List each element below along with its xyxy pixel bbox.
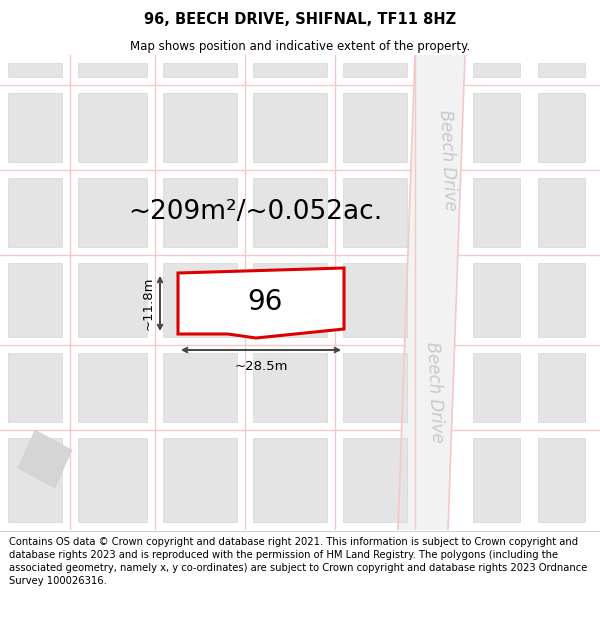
Polygon shape <box>473 438 520 522</box>
Polygon shape <box>538 63 585 77</box>
Polygon shape <box>343 178 407 247</box>
Text: ~28.5m: ~28.5m <box>234 360 288 373</box>
Polygon shape <box>343 353 407 422</box>
Polygon shape <box>473 63 520 77</box>
Polygon shape <box>8 63 62 77</box>
Polygon shape <box>8 93 62 162</box>
Polygon shape <box>78 263 147 337</box>
Polygon shape <box>253 353 327 422</box>
Polygon shape <box>178 268 344 338</box>
Polygon shape <box>163 353 237 422</box>
Text: 96: 96 <box>247 288 283 316</box>
Polygon shape <box>538 178 585 247</box>
Text: 96, BEECH DRIVE, SHIFNAL, TF11 8HZ: 96, BEECH DRIVE, SHIFNAL, TF11 8HZ <box>144 12 456 27</box>
Polygon shape <box>538 353 585 422</box>
Text: Beech Drive: Beech Drive <box>424 341 446 443</box>
Polygon shape <box>343 263 407 337</box>
Polygon shape <box>343 438 407 522</box>
Polygon shape <box>343 63 407 77</box>
Polygon shape <box>253 438 327 522</box>
Polygon shape <box>163 178 237 247</box>
Polygon shape <box>8 178 62 247</box>
Text: ~11.8m: ~11.8m <box>142 277 155 330</box>
Polygon shape <box>78 438 147 522</box>
Text: Contains OS data © Crown copyright and database right 2021. This information is : Contains OS data © Crown copyright and d… <box>9 537 587 586</box>
Polygon shape <box>473 93 520 162</box>
Polygon shape <box>398 55 465 530</box>
Polygon shape <box>253 263 327 337</box>
Polygon shape <box>253 93 327 162</box>
Polygon shape <box>253 178 327 247</box>
Polygon shape <box>473 353 520 422</box>
Polygon shape <box>473 263 520 337</box>
Polygon shape <box>538 438 585 522</box>
Polygon shape <box>343 93 407 162</box>
Text: Map shows position and indicative extent of the property.: Map shows position and indicative extent… <box>130 39 470 52</box>
Text: ~209m²/~0.052ac.: ~209m²/~0.052ac. <box>128 199 382 225</box>
Polygon shape <box>78 178 147 247</box>
Polygon shape <box>163 93 237 162</box>
Polygon shape <box>163 438 237 522</box>
Polygon shape <box>18 430 72 488</box>
Polygon shape <box>253 63 327 77</box>
Polygon shape <box>538 263 585 337</box>
Polygon shape <box>538 93 585 162</box>
Polygon shape <box>473 178 520 247</box>
Polygon shape <box>8 263 62 337</box>
Polygon shape <box>163 63 237 77</box>
Polygon shape <box>163 263 237 337</box>
Polygon shape <box>8 353 62 422</box>
Polygon shape <box>78 63 147 77</box>
Text: Beech Drive: Beech Drive <box>436 109 460 211</box>
Polygon shape <box>78 93 147 162</box>
Polygon shape <box>78 353 147 422</box>
Polygon shape <box>8 438 62 522</box>
